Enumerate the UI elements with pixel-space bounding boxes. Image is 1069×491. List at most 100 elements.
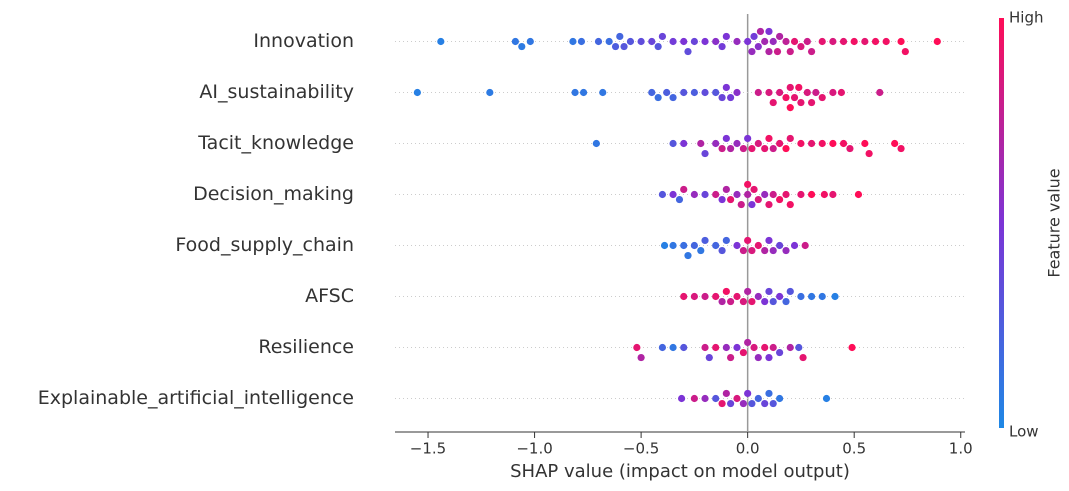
dot [620, 42, 628, 51]
dot [744, 287, 752, 296]
dot [701, 190, 709, 199]
dot [765, 134, 773, 143]
dot [712, 139, 720, 148]
dot [807, 47, 816, 56]
dot [754, 292, 762, 301]
dot [765, 353, 773, 362]
dot [669, 139, 677, 148]
dot [722, 287, 730, 296]
dot [797, 139, 805, 148]
dot [739, 348, 747, 357]
colorbar-high: High [1009, 9, 1043, 27]
dot [839, 37, 848, 46]
dot [818, 93, 826, 102]
dot [837, 88, 846, 97]
dot [577, 37, 586, 46]
dot [786, 343, 794, 352]
dot [850, 37, 858, 46]
dot [486, 88, 494, 97]
dot [701, 37, 709, 46]
dot [769, 343, 777, 352]
dot [654, 93, 662, 102]
dot [761, 144, 769, 153]
dot [658, 32, 667, 41]
dot [727, 353, 735, 362]
dot [594, 37, 603, 46]
dot [786, 83, 794, 92]
dot [744, 180, 752, 189]
dot [765, 47, 773, 56]
feature-label: Tacit_knowledge [197, 132, 354, 154]
dot [799, 353, 807, 362]
dot [761, 297, 769, 306]
dot [579, 88, 588, 97]
dot [776, 195, 784, 204]
dot [718, 246, 726, 255]
dot [765, 88, 773, 97]
dot [818, 292, 826, 301]
dot [733, 292, 741, 301]
dot [797, 42, 805, 51]
dot [786, 104, 794, 112]
dot [680, 185, 688, 194]
dot [782, 144, 790, 153]
dot [765, 236, 773, 245]
dot [690, 241, 698, 250]
dot [754, 42, 762, 51]
dot [831, 292, 839, 301]
dot [861, 139, 869, 148]
dot [733, 190, 741, 199]
dot [769, 399, 777, 408]
dot [712, 190, 720, 199]
dot [712, 292, 720, 301]
dot [839, 139, 848, 148]
dot [773, 47, 782, 56]
dot [718, 93, 726, 102]
dot [712, 394, 720, 403]
dot [786, 200, 794, 209]
dot [722, 389, 730, 398]
dot [511, 37, 519, 46]
dot [712, 37, 720, 46]
dot [727, 297, 735, 306]
dot [807, 98, 816, 107]
dot [669, 190, 677, 199]
dot [637, 353, 645, 362]
dot [765, 200, 773, 209]
x-tick-label: 0.0 [736, 440, 760, 458]
dot [722, 343, 730, 352]
dot [801, 241, 809, 250]
dot [680, 37, 688, 46]
dot [669, 93, 677, 102]
dot [782, 93, 790, 102]
colorbar-low: Low [1009, 423, 1039, 441]
dot [782, 190, 790, 199]
dot [861, 37, 869, 46]
dot [718, 399, 726, 408]
dot [748, 297, 756, 306]
dot [722, 134, 730, 143]
dot [739, 246, 747, 255]
dot [790, 93, 799, 102]
dot [690, 190, 698, 199]
x-axis-label: SHAP value (impact on model output) [510, 461, 850, 482]
dot [701, 394, 709, 403]
dot [744, 134, 752, 143]
dot [718, 297, 726, 306]
dot [769, 144, 777, 153]
x-tick-label: −0.5 [623, 440, 659, 458]
dot [718, 42, 726, 51]
dot [829, 139, 837, 148]
dot [658, 190, 667, 199]
dot [569, 37, 577, 46]
dot [712, 343, 720, 352]
dot [722, 236, 730, 245]
dot [733, 37, 741, 46]
dot [599, 88, 607, 97]
dot [769, 98, 777, 107]
dot [765, 27, 773, 36]
dot [761, 246, 769, 255]
dot [748, 144, 756, 153]
dot [765, 287, 773, 296]
